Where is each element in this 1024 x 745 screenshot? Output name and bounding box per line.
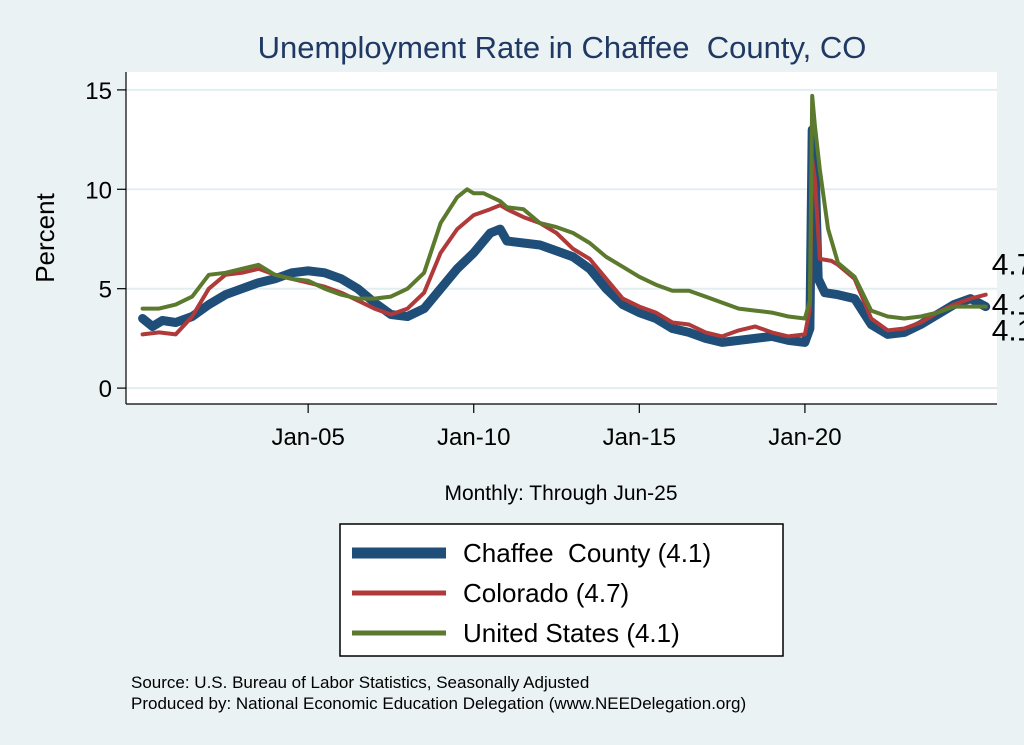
series-lines [138,93,991,347]
source-line-2: Produced by: National Economic Education… [131,694,746,713]
x-axis-title: Monthly: Through Jun-25 [444,482,677,505]
legend-label-3: United States (4.1) [463,618,680,648]
end-label-3: 4.1 [992,289,1024,322]
y-ticks: 0 5 10 15 [85,78,126,403]
end-label-1: 4.1 [992,315,1024,348]
end-labels: 4.1 4.7 4.1 [992,249,1024,348]
x-tick-label: Jan-15 [603,424,676,451]
x-ticks: Jan-05 Jan-10 Jan-15 Jan-20 [271,404,842,451]
legend-label-1: Chaffee County (4.1) [463,538,711,568]
x-tick-label: Jan-20 [768,424,841,451]
y-tick-label: 10 [85,177,112,204]
chart-title: Unemployment Rate in Chaffee County, CO [258,30,867,65]
source-line-1: Source: U.S. Bureau of Labor Statistics,… [131,673,589,692]
x-tick-label: Jan-10 [437,424,510,451]
y-tick-label: 5 [99,277,112,304]
x-tick-label: Jan-05 [271,424,344,451]
series-line-3 [140,93,988,321]
y-axis-title: Percent [30,192,60,282]
legend: Chaffee County (4.1) Colorado (4.7) United… [352,538,711,648]
y-tick-label: 15 [85,78,112,105]
y-tick-label: 0 [99,376,112,403]
end-label-2: 4.7 [992,249,1024,282]
gridlines [126,88,997,390]
legend-label-2: Colorado (4.7) [463,578,629,608]
